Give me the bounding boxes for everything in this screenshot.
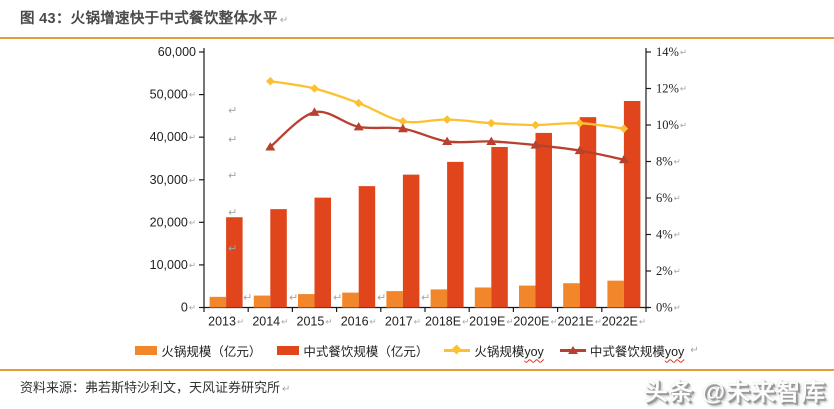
legend-label: 中式餐饮规模（亿元） <box>303 344 429 359</box>
watermark: 头条 @未来智库 <box>643 379 826 406</box>
svg-text:50,000↵: 50,000↵ <box>150 88 196 102</box>
svg-text:12%↵: 12%↵ <box>656 82 687 96</box>
svg-text:2021E↵: 2021E↵ <box>558 315 602 329</box>
svg-text:↵: ↵ <box>377 291 386 304</box>
svg-text:60,000: 60,000 <box>158 45 196 59</box>
svg-text:↵: ↵ <box>243 291 252 304</box>
svg-text:6%↵: 6%↵ <box>656 191 681 205</box>
legend-label: 火锅规模yoy <box>474 344 544 359</box>
svg-text:2017↵: 2017↵ <box>385 315 421 329</box>
svg-text:↵: ↵ <box>228 206 237 219</box>
legend-item-3: 中式餐饮规模yoy ↵ <box>559 341 699 360</box>
svg-text:30,000↵: 30,000↵ <box>150 173 196 187</box>
right-axis-labels: 0%↵ 2%↵ 4%↵ 6%↵ 8%↵ 10%↵ 12%↵ 14%↵ <box>646 45 687 315</box>
svg-text:10%↵: 10%↵ <box>656 118 687 132</box>
svg-text:20,000↵: 20,000↵ <box>150 215 196 229</box>
svg-text:14%↵: 14%↵ <box>656 45 687 59</box>
accent-rule-top <box>0 37 834 39</box>
svg-text:2016↵: 2016↵ <box>341 315 377 329</box>
legend-label: 中式餐饮规模yoy <box>589 344 685 359</box>
svg-text:10,000↵: 10,000↵ <box>150 258 196 272</box>
svg-text:0%↵: 0%↵ <box>656 301 681 315</box>
legend-item-0: 火锅规模（亿元） <box>135 341 261 360</box>
stray-paragraph-marks: ↵ ↵ ↵ ↵ ↵ ↵ ↵ ↵ ↵ ↵ <box>228 104 430 304</box>
legend-swatch-bar-icon <box>135 345 158 355</box>
accent-rule-bottom <box>0 369 834 371</box>
svg-text:2018E↵: 2018E↵ <box>425 315 469 329</box>
svg-text:↵: ↵ <box>228 169 237 182</box>
legend-item-1: 中式餐饮规模（亿元） <box>277 341 428 360</box>
line-series-0 <box>266 76 629 133</box>
svg-text:0↵: 0↵ <box>181 301 196 315</box>
svg-text:2013↵: 2013↵ <box>208 315 244 329</box>
svg-text:↵: ↵ <box>421 291 430 304</box>
legend-swatch-line-icon <box>444 344 471 356</box>
legend-swatch-line-icon <box>559 345 586 356</box>
legend-item-2: 火锅规模yoy <box>444 341 544 360</box>
svg-text:2022E↵: 2022E↵ <box>602 315 646 329</box>
svg-text:2014↵: 2014↵ <box>252 315 288 329</box>
svg-text:↵: ↵ <box>228 104 237 117</box>
svg-text:2015↵: 2015↵ <box>297 315 333 329</box>
svg-text:40,000↵: 40,000↵ <box>150 130 196 144</box>
line-series-1 <box>265 107 629 164</box>
svg-text:2019E↵: 2019E↵ <box>469 315 513 329</box>
legend-label: 火锅规模（亿元） <box>161 344 262 359</box>
combo-chart: 0↵ 10,000↵ 20,000↵ 30,000↵ 40,000↵ 50,000↵ 60,… <box>150 45 687 329</box>
left-axis-labels: 0↵ 10,000↵ 20,000↵ 30,000↵ 40,000↵ 50,000↵ 60,… <box>150 45 204 315</box>
svg-text:↵: ↵ <box>228 133 237 146</box>
figure-title-row: 图 43：火锅增速快于中式餐饮整体水平 ↵ <box>20 7 288 28</box>
x-axis-labels: 2013↵ 2014↵ 2015↵ 2016↵ 2017↵ 2018E↵ 2019E↵ 202… <box>203 307 647 329</box>
paragraph-mark-icon: ↵ <box>279 15 289 26</box>
source-note: 资料来源：弗若斯特沙利文，天风证券研究所 ↵ <box>20 377 290 396</box>
paragraph-mark-icon: ↵ <box>282 384 291 395</box>
source-text: 资料来源：弗若斯特沙利文，天风证券研究所 <box>20 380 281 395</box>
bars-series-1 <box>226 100 641 308</box>
svg-text:4%↵: 4%↵ <box>656 228 681 242</box>
bars-series-0 <box>209 280 624 308</box>
svg-text:↵: ↵ <box>228 242 237 255</box>
chart-legend: 火锅规模（亿元） 中式餐饮规模（亿元） 火锅规模yoy 中式餐饮规模yoy ↵ <box>0 341 834 359</box>
figure-title: 图 43：火锅增速快于中式餐饮整体水平 <box>20 11 278 27</box>
paragraph-mark-icon: ↵ <box>690 344 699 356</box>
svg-text:↵: ↵ <box>333 291 342 304</box>
svg-text:2%↵: 2%↵ <box>656 264 681 278</box>
svg-text:↵: ↵ <box>289 291 298 304</box>
svg-text:8%↵: 8%↵ <box>656 155 681 169</box>
svg-text:2020E↵: 2020E↵ <box>513 315 557 329</box>
legend-swatch-bar-icon <box>277 345 300 355</box>
